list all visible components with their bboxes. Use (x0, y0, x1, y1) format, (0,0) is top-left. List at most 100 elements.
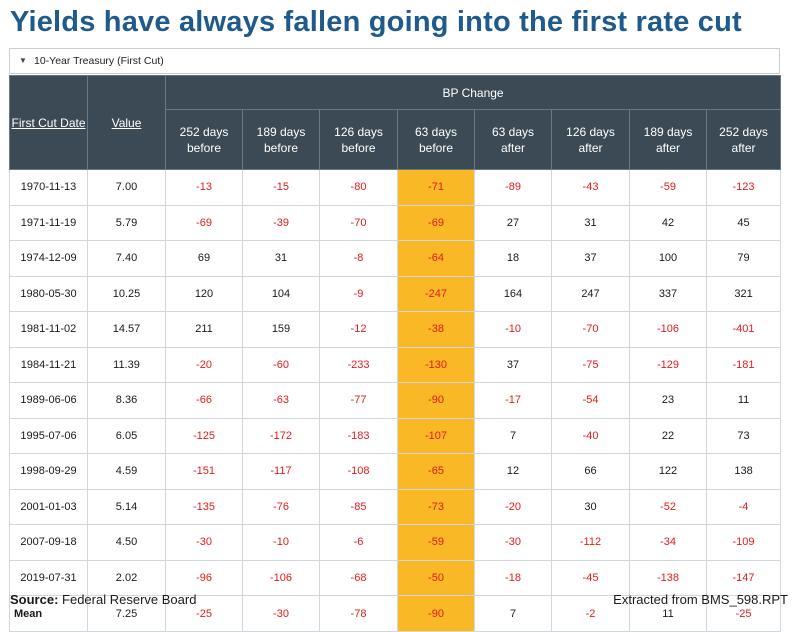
bp-change-cell: 27 (474, 204, 552, 241)
yield-value: 5.79 (87, 204, 166, 241)
header-col-1[interactable]: 189 days before (242, 109, 320, 170)
bp-change-cell: -112 (551, 524, 630, 561)
bp-change-cell: -147 (705, 559, 782, 596)
table-row: 1974-12-09 7.40 69 31 -8 -64 18 37 100 79 (9, 240, 782, 277)
header-col-line: before (263, 140, 299, 155)
header-col-line: 189 days (643, 124, 693, 139)
cut-date: 1981-11-02 (9, 311, 88, 348)
bp-change-cell: 23 (629, 382, 707, 419)
bp-change-cell: -10 (242, 524, 320, 561)
bp-change-cell: -15 (242, 169, 320, 206)
bp-change-cell: -13 (165, 169, 243, 206)
bp-change-cell: 12 (474, 453, 552, 490)
bp-change-cell: -20 (165, 346, 243, 383)
bp-change-cell: -6 (319, 524, 398, 561)
bp-change-cell: -17 (474, 382, 552, 419)
cut-date: 2019-07-31 (9, 559, 88, 596)
header-col-line: 252 days (719, 124, 768, 139)
bp-change-cell: -183 (319, 417, 398, 454)
bp-change-cell: 69 (165, 240, 243, 277)
bp-change-cell: 321 (705, 275, 782, 312)
bp-change-cell: -69 (165, 204, 243, 241)
bp-change-cell: -30 (242, 595, 320, 632)
bp-change-cell: -70 (551, 311, 630, 348)
bp-change-cell: -68 (319, 559, 398, 596)
yield-value: 10.25 (87, 275, 166, 312)
cut-date: 1970-11-13 (9, 169, 88, 206)
bp-change-cell: -45 (551, 559, 630, 596)
bp-change-cell: -129 (629, 346, 707, 383)
header-col-line: after (655, 140, 680, 155)
bp-change-cell: -59 (629, 169, 707, 206)
bp-change-cell: 37 (551, 240, 630, 277)
bp-change-cell: -38 (397, 311, 475, 348)
bp-change-cell: 337 (629, 275, 707, 312)
yield-value: 6.05 (87, 417, 166, 454)
table-row: 1984-11-21 11.39 -20 -60 -233 -130 37 -75 -129 -1… (9, 346, 782, 383)
bp-change-cell: -106 (629, 311, 707, 348)
header-col-4[interactable]: 63 days after (474, 109, 552, 170)
bp-change-cell: -135 (165, 488, 243, 525)
table-row: 1970-11-13 7.00 -13 -15 -80 -71 -89 -43 -59 -123 (9, 169, 782, 206)
header-col-line: after (731, 140, 756, 155)
table-row: 2001-01-03 5.14 -135 -76 -85 -73 -20 30 -52 -4 (9, 488, 782, 525)
header-value[interactable]: Value (87, 75, 166, 170)
header-col-3[interactable]: 63 days before (397, 109, 475, 170)
bp-change-cell: 211 (165, 311, 243, 348)
bp-change-table: First Cut Date Value BP Change 252 days b… (9, 75, 782, 632)
header-col-6[interactable]: 189 days after (629, 109, 707, 170)
cut-date: 1998-09-29 (9, 453, 88, 490)
bp-change-cell: -233 (319, 346, 398, 383)
header-col-0[interactable]: 252 days before (165, 109, 243, 170)
header-first-cut-date[interactable]: First Cut Date (9, 75, 88, 170)
bp-change-cell: -107 (397, 417, 475, 454)
header-col-line: before (418, 140, 454, 155)
bp-change-cell: -90 (397, 595, 475, 632)
bp-change-cell: 66 (551, 453, 630, 490)
bp-change-cell: -76 (242, 488, 320, 525)
bp-change-cell: -181 (705, 346, 782, 383)
cut-date: 1974-12-09 (9, 240, 88, 277)
series-dropdown[interactable]: ▼ 10-Year Treasury (First Cut) (9, 48, 780, 74)
header-col-line: 63 days (414, 124, 458, 139)
bp-change-cell: -77 (319, 382, 398, 419)
bp-change-cell: -18 (474, 559, 552, 596)
bp-change-cell: 247 (551, 275, 630, 312)
header-col-line: before (186, 140, 222, 155)
bp-change-cell: 138 (705, 453, 782, 490)
bp-change-cell: -52 (629, 488, 707, 525)
yield-value: 7.40 (87, 240, 166, 277)
header-col-line: 252 days (179, 124, 229, 139)
header-col-2[interactable]: 126 days before (319, 109, 398, 170)
bp-change-cell: -138 (629, 559, 707, 596)
cut-date: 1989-06-06 (9, 382, 88, 419)
header-col-line: before (341, 140, 376, 155)
bp-change-cell: -109 (705, 524, 782, 561)
bp-change-cell: -34 (629, 524, 707, 561)
header-col-7[interactable]: 252 days after (705, 109, 782, 170)
bp-change-cell: -85 (319, 488, 398, 525)
bp-change-cell: 120 (165, 275, 243, 312)
yield-value: 5.14 (87, 488, 166, 525)
bp-change-cell: 164 (474, 275, 552, 312)
bp-change-cell: -106 (242, 559, 320, 596)
bp-change-cell: -8 (319, 240, 398, 277)
source-label: Source: (10, 592, 59, 607)
bp-change-cell: 42 (629, 204, 707, 241)
yield-value: 4.50 (87, 524, 166, 561)
table-row: 2007-09-18 4.50 -30 -10 -6 -59 -30 -112 -34 -109 (9, 524, 782, 561)
bp-change-cell: -125 (165, 417, 243, 454)
yield-value: 11.39 (87, 346, 166, 383)
bp-change-cell: -30 (474, 524, 552, 561)
header-col-line: after (578, 140, 603, 155)
bp-change-cell: -63 (242, 382, 320, 419)
bp-change-cell: -130 (397, 346, 475, 383)
bp-change-cell: 104 (242, 275, 320, 312)
header-col-5[interactable]: 126 days after (551, 109, 630, 170)
table-row: 2019-07-31 2.02 -96 -106 -68 -50 -18 -45 -138 -14… (9, 559, 782, 596)
dropdown-label: 10-Year Treasury (First Cut) (34, 55, 164, 67)
table-row: 1989-06-06 8.36 -66 -63 -77 -90 -17 -54 23 11 (9, 382, 782, 419)
bp-change-cell: -50 (397, 559, 475, 596)
bp-change-cell: -151 (165, 453, 243, 490)
bp-change-cell: 30 (551, 488, 630, 525)
